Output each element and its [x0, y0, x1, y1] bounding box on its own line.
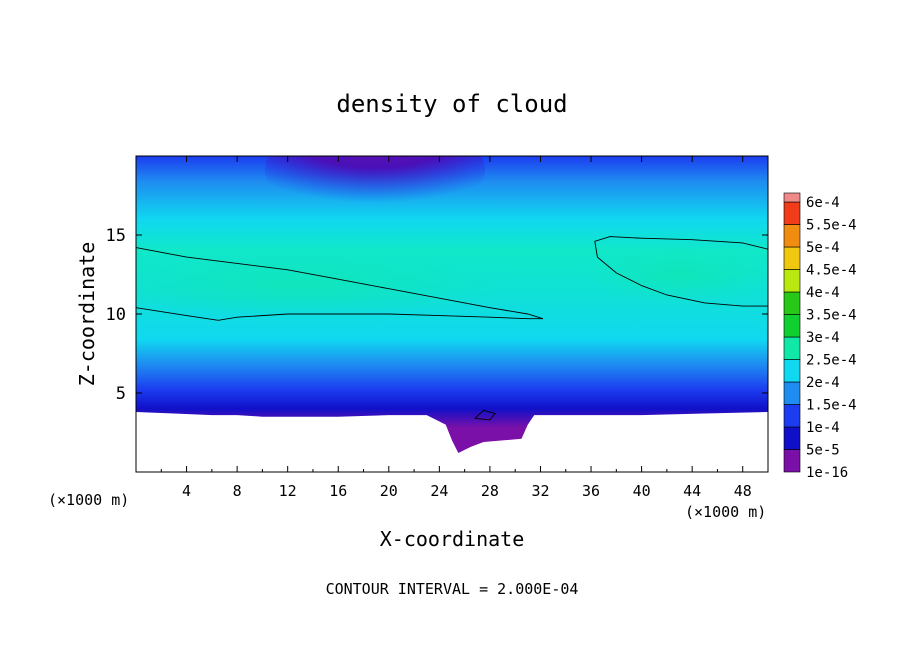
colorbar-swatch: [783, 426, 801, 450]
x-tick-label: 40: [633, 482, 651, 500]
contour-interval-note: CONTOUR INTERVAL = 2.000E-04: [326, 580, 579, 598]
x-tick-label: 48: [734, 482, 752, 500]
x-tick-label: 8: [233, 482, 242, 500]
colorbar-label: 2.5e-4: [806, 353, 857, 369]
colorbar-label: 1e-16: [806, 465, 848, 481]
colorbar-swatch: [783, 192, 801, 203]
x-unit-left: (×1000 m): [48, 491, 129, 509]
y-tick-label: 10: [106, 305, 126, 325]
x-tick-label: 20: [380, 482, 398, 500]
colorbar-swatch: [783, 359, 801, 383]
colorbar-label: 1e-4: [806, 420, 840, 436]
high-density-region-right: [585, 247, 768, 303]
colorbar-swatch: [783, 404, 801, 428]
colorbar-swatch: [783, 224, 801, 248]
x-tick-label: 44: [683, 482, 701, 500]
colorbar-swatch: [783, 336, 801, 360]
plot-area: [136, 156, 768, 472]
chart-title: density of cloud: [336, 90, 567, 118]
colorbar-label: 3e-4: [806, 330, 840, 346]
contour-line: [594, 236, 768, 307]
x-unit-right: (×1000 m): [685, 503, 766, 521]
colorbar-swatch: [783, 314, 801, 338]
contour-line: [136, 247, 544, 320]
colorbar: 1e-16 5e-5 1e-4 1.5e-4 2e-4 2.5e-4 3e-4 3.5e-4 4…: [783, 192, 857, 481]
colorbar-swatch: [783, 201, 801, 225]
x-tick-label: 24: [430, 482, 448, 500]
colorbar-label: 6e-4: [806, 195, 840, 211]
x-tick-label: 32: [531, 482, 549, 500]
colorbar-swatch: [783, 381, 801, 405]
contour-line: [136, 307, 543, 321]
contour-lines: [136, 236, 768, 421]
x-tick-label: 12: [279, 482, 297, 500]
colorbar-label: 4e-4: [806, 285, 840, 301]
colorbar-label: 3.5e-4: [806, 308, 857, 324]
colorbar-swatch: [783, 269, 801, 293]
colorbar-swatch: [783, 449, 801, 473]
colorbar-label: 5.5e-4: [806, 218, 857, 234]
x-tick-label: 16: [329, 482, 347, 500]
colorbar-label: 5e-4: [806, 240, 840, 256]
x-axis: 4 8 12 16 20 24 28 32 36 40 44 48: [160, 156, 752, 500]
y-axis-label: Z-coordinate: [75, 242, 99, 387]
colorbar-swatch: [783, 291, 801, 315]
colorbar-label: 2e-4: [806, 375, 840, 391]
terrain-mask: [136, 412, 768, 472]
colorbar-label: 4.5e-4: [806, 263, 857, 279]
colorbar-label: 1.5e-4: [806, 398, 857, 414]
contour-line: [474, 409, 496, 421]
low-density-region-top: [265, 156, 485, 225]
colorbar-swatch: [783, 246, 801, 270]
y-tick-label: 5: [116, 384, 126, 404]
y-axis: 5 10 15: [106, 226, 768, 404]
high-density-region-left: [136, 253, 500, 317]
x-tick-label: 36: [582, 482, 600, 500]
colorbar-label: 5e-5: [806, 443, 840, 459]
x-axis-label: X-coordinate: [380, 527, 525, 551]
x-tick-label: 28: [481, 482, 499, 500]
x-tick-label: 4: [182, 482, 191, 500]
y-tick-label: 15: [106, 226, 126, 246]
